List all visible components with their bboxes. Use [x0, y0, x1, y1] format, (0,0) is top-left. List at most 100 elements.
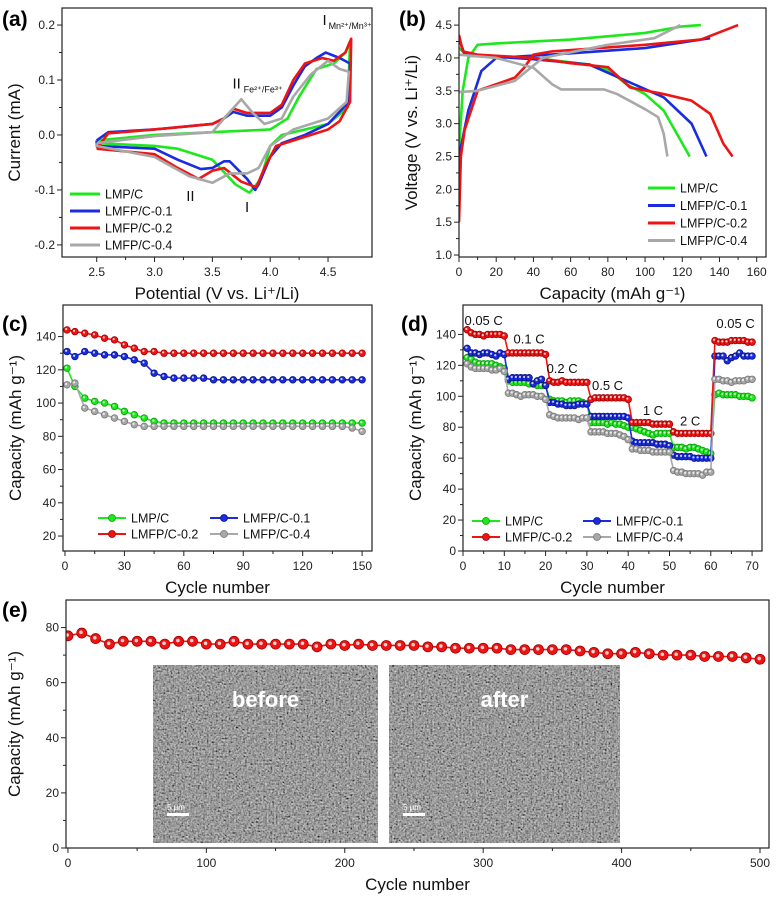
data-point-highlight [580, 416, 584, 419]
data-point [170, 349, 178, 357]
y-tick-label: 60 [46, 676, 60, 690]
data-point [160, 372, 168, 381]
series-line-LMFP/C-0.4 [95, 59, 351, 185]
data-point-highlight [132, 357, 135, 361]
data-point-highlight [626, 397, 629, 400]
data-point-highlight [397, 642, 402, 647]
legend-marker [108, 514, 116, 522]
data-point [239, 422, 247, 431]
data-point-highlight [663, 442, 666, 445]
annotation: 0.05 C [716, 316, 754, 331]
data-point-highlight [300, 424, 303, 427]
data-point [748, 394, 756, 402]
data-point-highlight [314, 644, 319, 648]
data-point-highlight [638, 448, 641, 451]
data-point-highlight [72, 381, 76, 384]
data-point [269, 349, 277, 357]
data-point-highlight [481, 351, 484, 354]
data-point-highlight [622, 395, 625, 399]
data-point-highlight [634, 440, 637, 443]
data-point-highlight [506, 377, 509, 380]
data-point-highlight [490, 332, 493, 335]
data-point-highlight [490, 368, 493, 371]
data-point-highlight [659, 450, 662, 453]
data-point-highlight [79, 630, 83, 635]
legend-label: LMP/C [505, 515, 543, 529]
x-tick-label: 2.5 [88, 265, 105, 279]
data-point-highlight [191, 376, 195, 379]
data-point-highlight [280, 377, 284, 381]
data-point-highlight [328, 641, 332, 646]
data-point [110, 414, 119, 422]
data-point-highlight [360, 377, 363, 381]
data-point-highlight [560, 378, 563, 382]
data-point-highlight [659, 431, 662, 434]
data-point-highlight [201, 424, 204, 427]
annotation: 0.1 C [514, 332, 545, 347]
data-point-highlight [725, 378, 728, 382]
data-point-highlight [721, 354, 724, 357]
data-point-highlight [271, 351, 274, 354]
plot-frame [65, 599, 770, 849]
data-point [328, 422, 337, 431]
data-point-highlight [514, 375, 517, 379]
sem-label: after [481, 687, 529, 712]
data-point-highlight [618, 651, 623, 655]
data-point-highlight [251, 377, 254, 381]
data-point-highlight [465, 346, 468, 349]
data-point-highlight [684, 454, 687, 457]
x-tick-label: 60 [177, 559, 191, 573]
x-tick-label: 300 [473, 856, 493, 870]
data-point-highlight [704, 456, 707, 459]
data-point-highlight [142, 424, 145, 427]
data-point-highlight [356, 641, 360, 646]
data-point-highlight [251, 351, 254, 354]
data-point-highlight [490, 361, 493, 365]
annotation: 0.05 C [464, 313, 502, 328]
data-point-highlight [725, 392, 728, 396]
data-point-highlight [466, 645, 471, 650]
panel-b: 0 20 40 60 80 100 120 140 160 1.0 1.5 2.0 2.5 3.0 3.5 4… [399, 7, 767, 303]
data-point [719, 352, 727, 360]
data-point-highlight [622, 414, 625, 417]
data-point [624, 435, 632, 444]
data-point-highlight [667, 443, 670, 447]
data-point [269, 376, 277, 384]
panel-label: (e) [2, 599, 28, 622]
data-point-highlight [725, 358, 728, 361]
data-point [358, 349, 366, 357]
data-point-highlight [572, 380, 575, 383]
annotation: II [186, 188, 194, 205]
data-point-highlight [679, 470, 683, 473]
data-point [140, 359, 148, 367]
data-point-highlight [632, 649, 637, 654]
data-point [541, 381, 550, 390]
data-point-highlight [122, 354, 125, 357]
plot-area [95, 37, 353, 194]
data-point-highlight [241, 377, 244, 381]
data-point-highlight [659, 442, 662, 445]
x-tick-label: 200 [335, 856, 355, 870]
data-point [748, 352, 756, 360]
annotation: I [322, 12, 326, 29]
data-point-highlight [667, 431, 670, 434]
scale-bar-label: 5 μm [167, 803, 185, 812]
data-point-highlight [601, 420, 604, 423]
data-point-highlight [310, 377, 313, 381]
data-point-highlight [551, 400, 555, 403]
legend-label: LMFP/C-0.1 [616, 515, 683, 529]
data-point-highlight [65, 328, 68, 331]
data-point-highlight [369, 642, 374, 647]
data-point-highlight [112, 416, 115, 419]
data-point-highlight [245, 641, 249, 646]
data-point-highlight [568, 416, 571, 419]
y-axis-label: Current (mA) [5, 83, 24, 181]
annotation: 2 C [680, 414, 700, 429]
data-point-highlight [102, 401, 105, 404]
data-point-highlight [646, 420, 650, 423]
sem-texture [389, 665, 620, 843]
data-point-highlight [132, 422, 135, 425]
data-point-highlight [556, 416, 559, 419]
data-point-highlight [231, 377, 234, 381]
data-point-highlight [729, 355, 732, 358]
